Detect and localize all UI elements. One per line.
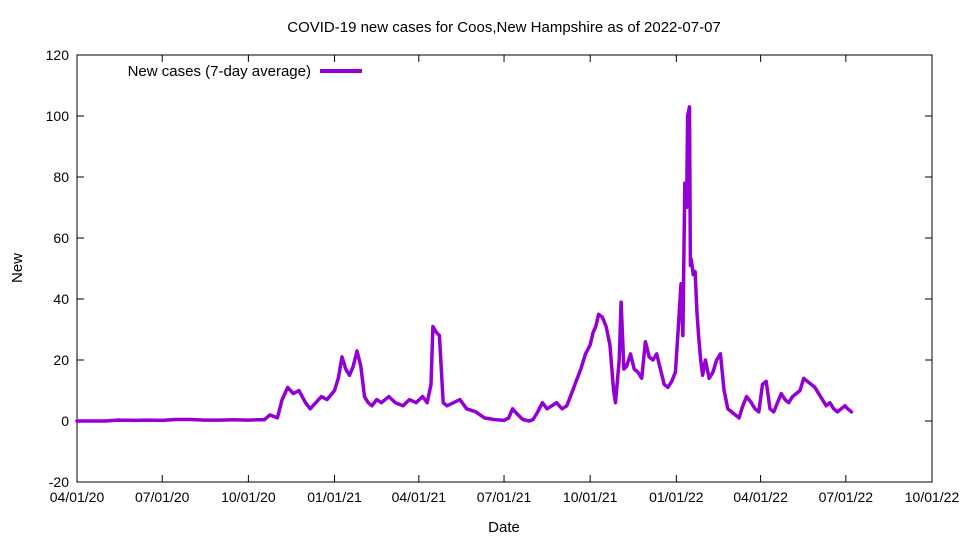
chart-title: COVID-19 new cases for Coos,New Hampshir… [287,19,721,36]
y-tick-label: 40 [53,291,69,307]
x-tick-label: 07/01/20 [135,489,190,505]
legend-label: New cases (7-day average) [128,63,311,80]
x-tick-label: 01/01/22 [649,489,704,505]
y-tick-label: -20 [49,474,69,490]
y-tick-label: 100 [46,108,70,124]
x-tick-label: 10/01/21 [563,489,618,505]
x-axis-label: Date [488,519,520,536]
y-tick-label: 0 [61,413,69,429]
y-axis-label: New [9,253,26,283]
plot-area-border [76,54,933,483]
x-tick-label: 04/01/22 [733,489,788,505]
x-tick-label: 07/01/22 [819,489,874,505]
legend: New cases (7-day average) [128,63,362,80]
y-tick-label: 20 [53,352,69,368]
x-tick-label: 04/01/20 [50,489,105,505]
series-line [75,105,854,423]
series-layer [75,105,854,423]
x-tick-label: 07/01/21 [477,489,532,505]
x-axis: 04/01/20 07/01/20 10/01/20 01/01/21 04/01/21… [50,55,960,505]
y-tick-label: 80 [53,169,69,185]
y-axis: -20 0 20 40 60 80 100 120 [46,47,932,490]
x-tick-label: 10/01/20 [221,489,276,505]
x-tick-label: 01/01/21 [307,489,362,505]
y-tick-label: 120 [46,47,70,63]
y-tick-label: 60 [53,230,69,246]
x-tick-label: 04/01/21 [392,489,447,505]
x-tick-label: 10/01/22 [905,489,960,505]
